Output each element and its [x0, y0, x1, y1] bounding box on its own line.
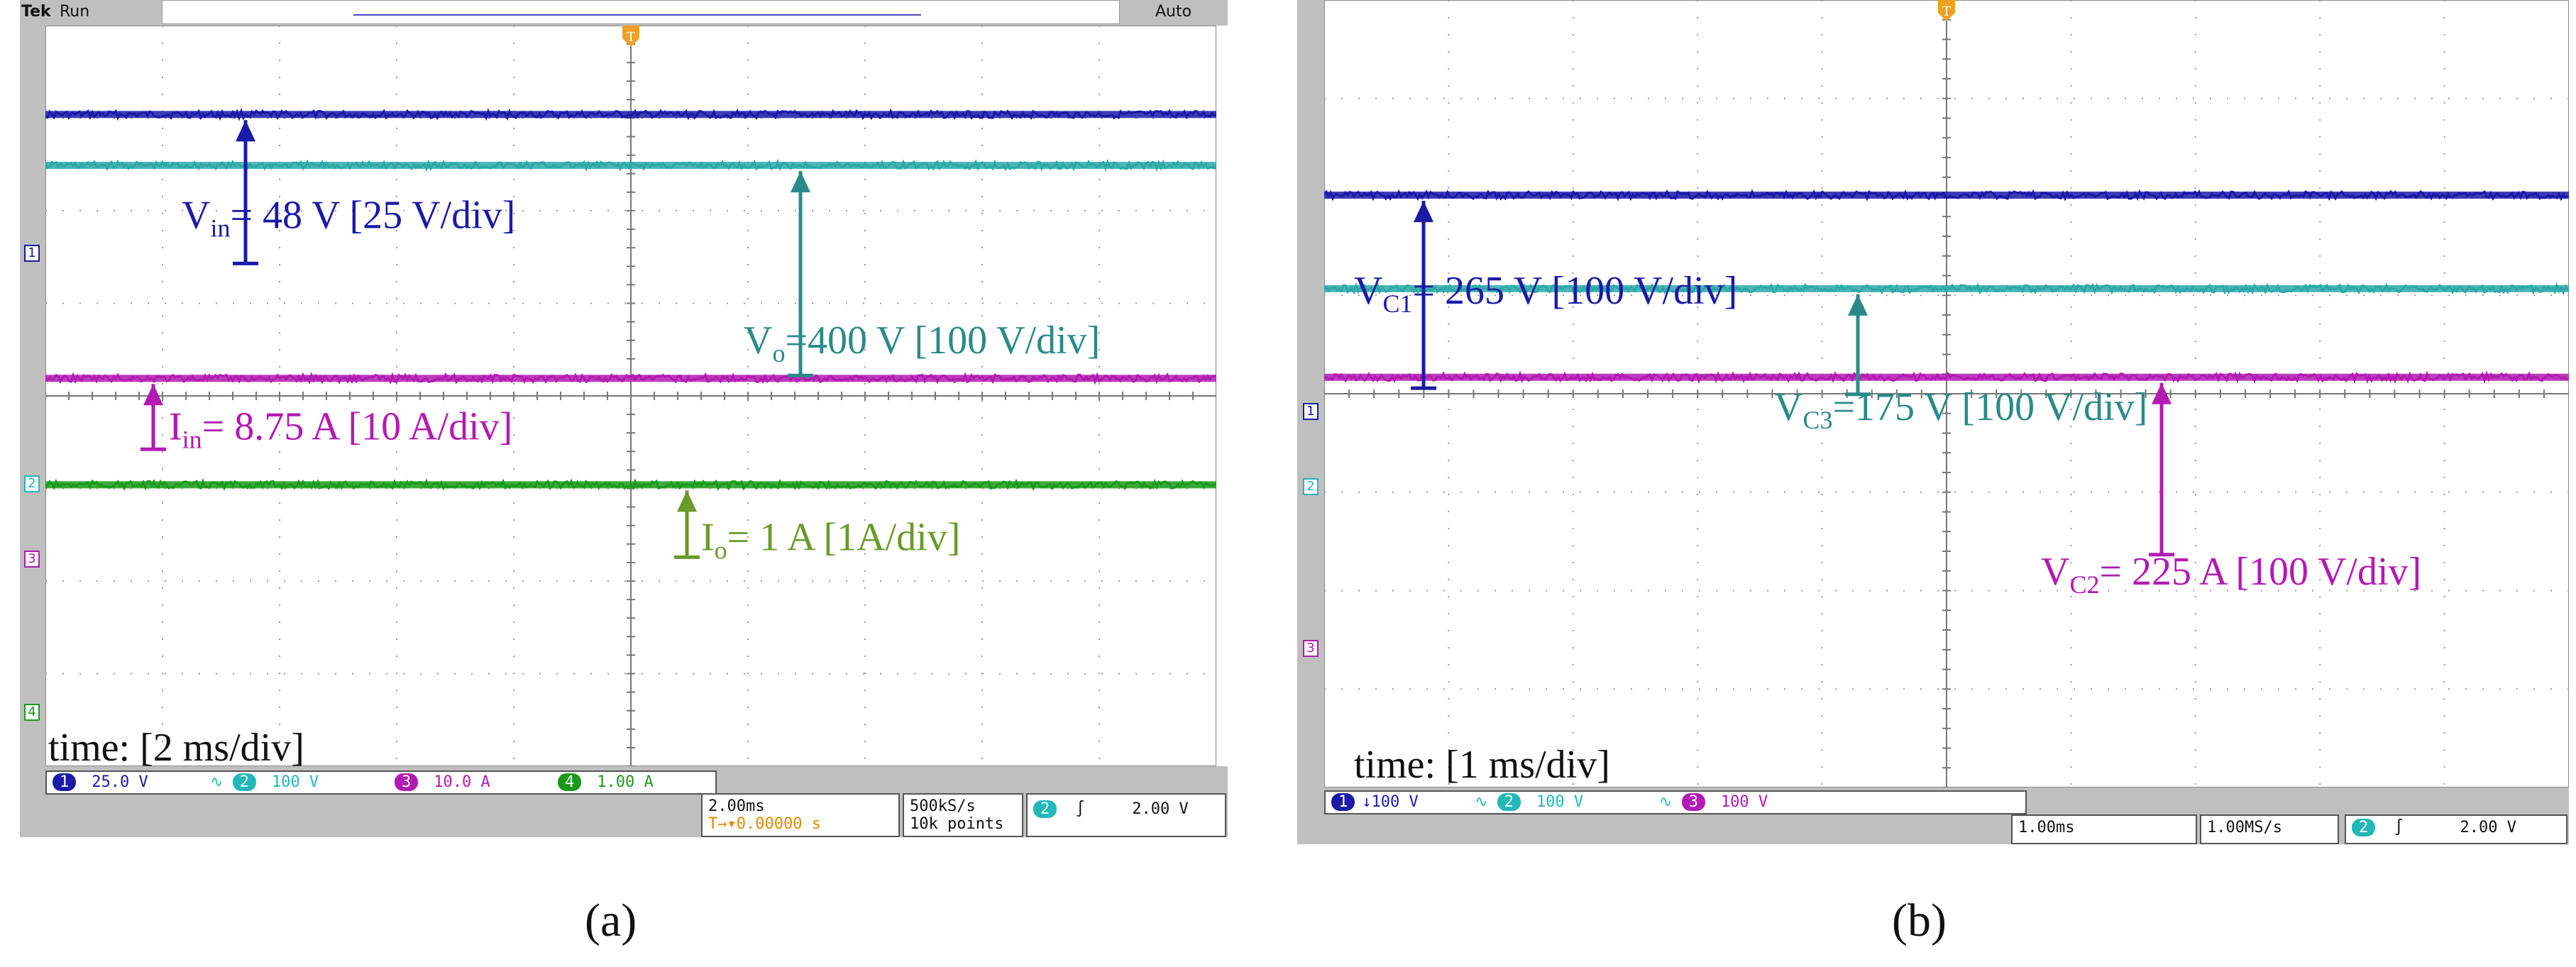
run-status: Run — [60, 3, 90, 21]
annotation-vo: Vo=400 V [100 V/div] — [744, 319, 1100, 368]
panel-label-b: (b) — [1892, 895, 1947, 946]
ch3-readout: 3 10.0 A — [395, 773, 490, 791]
left-bezel — [20, 0, 45, 837]
trace-band-Vo — [45, 162, 1216, 170]
timebase-readout-a: 2.00ms T→▾0.00000 s — [701, 793, 900, 837]
ch1-readout: 1 ↓ 100 V — [1331, 793, 1419, 811]
sample-rate-readout-b: 1.00MS/s — [2200, 814, 2339, 844]
ch1-readout: 1 25.0 V — [53, 773, 148, 791]
arrow-head-vo — [791, 171, 810, 193]
acquire-mode: Auto — [1155, 3, 1192, 21]
trigger-readout-a: 2 ∫ 2.00 V — [1026, 793, 1226, 837]
arrow-head-io — [677, 490, 697, 512]
annotation-vc2: VC2= 225 A [100 V/div] — [2041, 550, 2421, 599]
trace-band-Iin — [45, 375, 1216, 382]
trigger-readout-b: 2 ∫ 2.00 V — [2345, 814, 2567, 844]
ch1-ground-marker: 1 — [24, 245, 40, 262]
annotation-io: Io= 1 A [1A/div] — [701, 515, 960, 564]
tek-label: Tek — [21, 3, 51, 21]
trigger-position-marker — [622, 26, 639, 47]
arrow-head-vc3 — [1848, 294, 1868, 316]
ch4-ground-marker: 4 — [24, 704, 40, 721]
scope-panel-b: T VC1= 265 V [100 V/div] VC3=175 V [100 V/… — [1297, 0, 2569, 844]
trigger-position-letter: T — [627, 29, 635, 45]
annotation-vin: Vin= 48 V [25 V/div] — [182, 193, 515, 242]
annotation-vc3: VC3=175 V [100 V/div] — [1774, 385, 2147, 434]
scope-screen-b: T VC1= 265 V [100 V/div] VC3=175 V [100 V/… — [1324, 0, 2569, 788]
trigger-position-letter: T — [1942, 4, 1951, 19]
ch3-readout: ∿ 3 100 V — [1659, 793, 1768, 811]
channel-readout-strip-a: 1 25.0 V ∿ 2 100 V 3 10.0 A 4 1.00 A — [45, 770, 717, 795]
arrow-head-iin — [143, 384, 163, 406]
arrow-head-vc1 — [1414, 201, 1433, 223]
trace-band-VC2 — [1324, 373, 2569, 381]
ch3-ground-marker: 3 — [24, 551, 40, 568]
scope-screen-a: T Vin= 48 V [25 V/div] Vo=400 V [100 V/div… — [45, 26, 1216, 766]
left-bezel — [1297, 0, 1324, 844]
trigger-position-marker — [1938, 0, 1955, 21]
trace-band-Vin — [45, 111, 1216, 118]
annotation-vc1: VC1= 265 V [100 V/div] — [1354, 269, 1737, 318]
ch2-ground-marker: 2 — [24, 475, 40, 492]
ch3-ground-marker: 3 — [1303, 640, 1319, 657]
annotation-iin: Iin= 8.75 A [10 A/div] — [169, 404, 512, 453]
trace-band-Io — [45, 481, 1216, 489]
ch2-readout: ∿ 2 100 V — [1475, 793, 1584, 811]
ch2-readout: ∿ 2 100 V — [210, 773, 319, 791]
trace-band-VC3 — [1324, 284, 2569, 292]
scope-panel-a: Tek Run Auto T Vin= 48 V [25 V/div] Vo=400… — [20, 0, 1228, 837]
arrow-head-vin — [236, 120, 255, 142]
time-scale-label: time: [1 ms/div] — [1354, 743, 1610, 787]
panel-label-a: (a) — [585, 895, 637, 946]
ch2-ground-marker: 2 — [1303, 478, 1319, 495]
record-window-indicator — [353, 14, 921, 16]
sample-rate-readout-a: 500kS/s 10k points — [903, 793, 1023, 837]
ch1-ground-marker: 1 — [1303, 403, 1319, 420]
time-scale-label: time: [2 ms/div] — [48, 726, 304, 766]
timebase-readout-b: 1.00ms — [2011, 814, 2197, 844]
trace-band-VC1 — [1324, 192, 2569, 199]
arrow-head-vc2 — [2152, 382, 2172, 404]
channel-readout-strip-b: 1 ↓ 100 V ∿ 2 100 V ∿ 3 100 V — [1324, 790, 2027, 814]
status-track — [162, 0, 1120, 24]
ch4-readout: 4 1.00 A — [558, 773, 654, 791]
